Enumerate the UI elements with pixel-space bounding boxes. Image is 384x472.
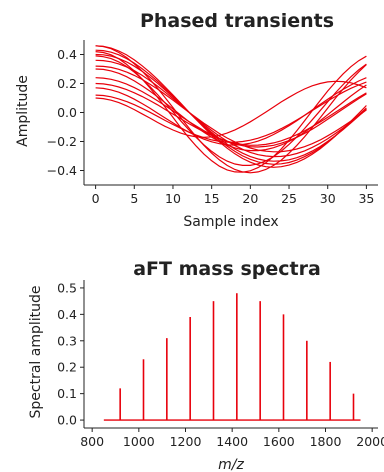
x-tick-label: 15 bbox=[204, 191, 220, 206]
phased-transients-chart: Phased transients −0.4 −0.2 0.0 0.2 0.4 0 5 10… bbox=[15, 10, 378, 230]
x-axis-label: Sample index bbox=[183, 214, 278, 230]
aft-mass-spectra-chart: aFT mass spectra 0.0 0.1 0.2 0.3 0.4 0.5 800 1… bbox=[28, 258, 384, 472]
y-tick-label: 0.5 bbox=[57, 280, 77, 295]
x-ticks: 0 5 10 15 20 25 30 35 bbox=[92, 185, 374, 206]
x-tick-label: 10 bbox=[165, 191, 181, 206]
transient-line bbox=[95, 65, 367, 153]
x-tick-label: 2000 bbox=[356, 434, 384, 449]
x-tick-label: 1200 bbox=[170, 434, 202, 449]
x-tick-label: 25 bbox=[281, 191, 297, 206]
x-tick-label: 20 bbox=[242, 191, 258, 206]
y-tick-label: −0.4 bbox=[47, 163, 77, 178]
y-axis-label: Amplitude bbox=[15, 75, 31, 147]
transient-line bbox=[95, 45, 367, 168]
transient-line bbox=[95, 68, 367, 152]
x-tick-label: 800 bbox=[80, 434, 104, 449]
transient-line bbox=[95, 49, 367, 165]
transient-line bbox=[95, 81, 367, 143]
transient-line bbox=[95, 80, 367, 138]
x-tick-label: 30 bbox=[320, 191, 336, 206]
x-axis-label: m/z bbox=[218, 457, 244, 472]
y-tick-label: 0.0 bbox=[57, 105, 77, 120]
y-tick-label: −0.2 bbox=[47, 134, 77, 149]
chart-title: aFT mass spectra bbox=[133, 258, 321, 280]
x-tick-label: 1000 bbox=[123, 434, 155, 449]
x-ticks: 800 1000 1200 1400 1600 1800 2000 bbox=[80, 428, 384, 449]
x-tick-label: 1400 bbox=[216, 434, 248, 449]
spectral-stems bbox=[103, 293, 361, 421]
y-tick-label: 0.0 bbox=[57, 413, 77, 428]
transient-line bbox=[95, 45, 367, 174]
y-tick-label: 0.4 bbox=[57, 47, 77, 62]
transient-line bbox=[95, 51, 367, 173]
x-tick-label: 35 bbox=[358, 191, 374, 206]
x-tick-label: 5 bbox=[130, 191, 138, 206]
x-tick-label: 1600 bbox=[263, 434, 295, 449]
y-tick-label: 0.1 bbox=[57, 386, 77, 401]
y-ticks: −0.4 −0.2 0.0 0.2 0.4 bbox=[47, 47, 84, 178]
x-tick-label: 0 bbox=[92, 191, 100, 206]
y-ticks: 0.0 0.1 0.2 0.3 0.4 0.5 bbox=[57, 280, 84, 428]
y-tick-label: 0.2 bbox=[57, 360, 77, 375]
y-tick-label: 0.2 bbox=[57, 76, 77, 91]
x-tick-label: 1800 bbox=[310, 434, 342, 449]
transient-line bbox=[95, 77, 367, 146]
series-lines bbox=[95, 45, 367, 174]
y-tick-label: 0.3 bbox=[57, 333, 77, 348]
y-tick-label: 0.4 bbox=[57, 307, 77, 322]
chart-title: Phased transients bbox=[140, 10, 334, 32]
y-axis-label: Spectral amplitude bbox=[28, 286, 44, 419]
